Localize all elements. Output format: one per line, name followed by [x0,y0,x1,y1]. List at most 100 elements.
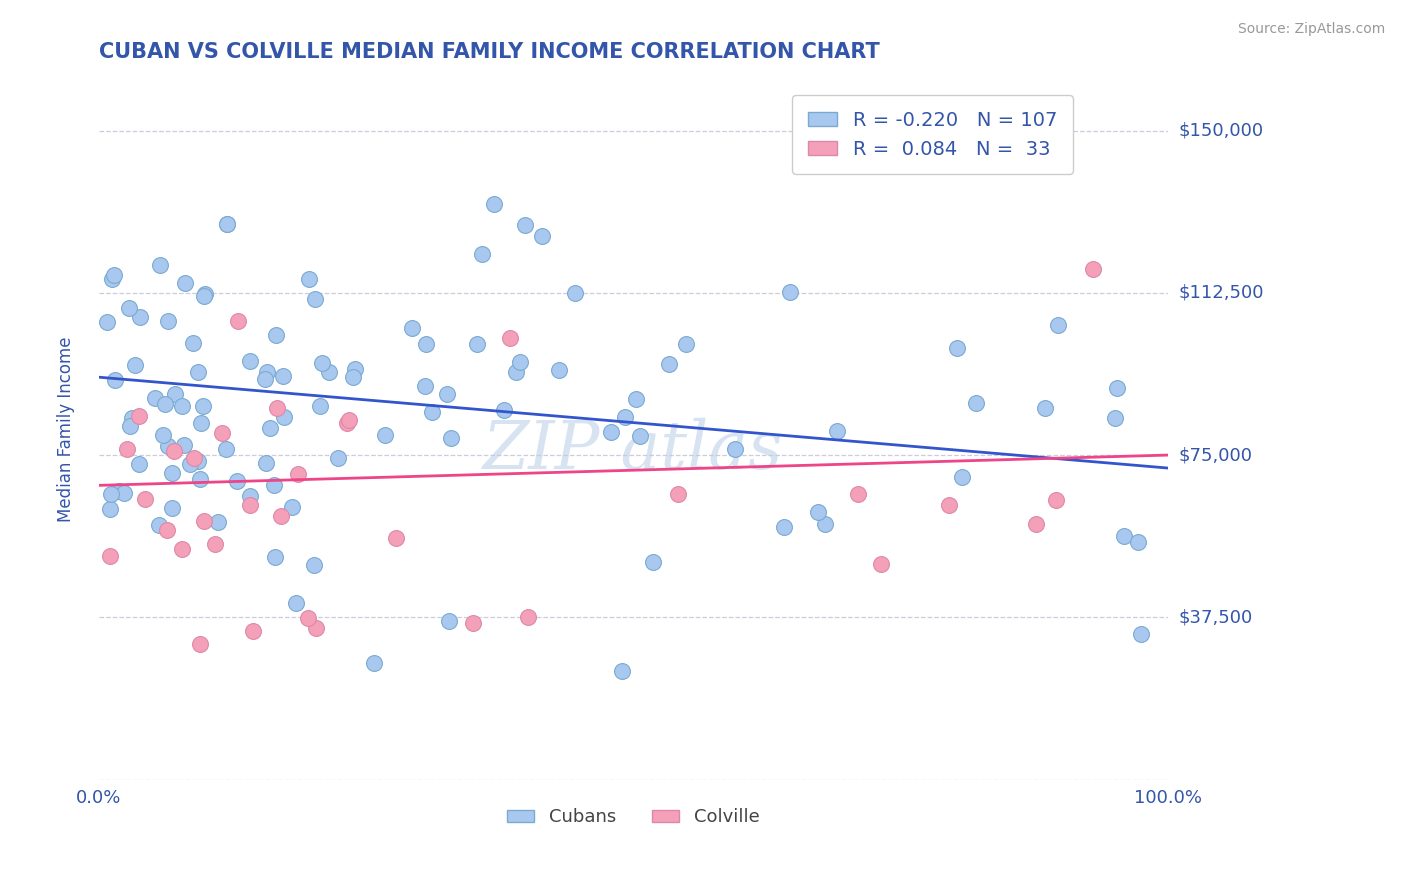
Point [103,268,125,282]
Point [516,610,538,624]
Point [264,549,287,564]
Point [112,486,135,500]
Point [298,271,321,285]
Point [188,637,211,651]
Point [440,432,463,446]
Point [153,397,176,411]
Point [193,289,215,303]
Point [965,396,987,410]
Point [413,379,436,393]
Point [170,399,193,413]
Point [610,665,633,679]
Point [515,219,537,233]
Point [152,428,174,442]
Point [217,217,239,231]
Point [239,354,262,368]
Point [156,439,179,453]
Point [318,365,340,379]
Point [120,418,142,433]
Text: $150,000: $150,000 [1180,121,1264,139]
Point [439,614,461,628]
Point [675,337,697,351]
Point [600,425,623,439]
Point [134,491,156,506]
Point [1025,516,1047,531]
Point [328,451,350,466]
Point [242,624,264,638]
Point [100,487,122,501]
Point [124,358,146,372]
Point [287,467,309,482]
Point [385,531,408,545]
Point [1033,401,1056,416]
Point [463,615,485,630]
Point [165,387,187,401]
Point [239,489,262,503]
Point [98,549,121,564]
Point [626,392,648,406]
Point [284,597,307,611]
Point [401,321,423,335]
Text: ZIP atlas: ZIP atlas [484,417,783,483]
Point [374,428,396,442]
Point [363,656,385,670]
Legend: Cubans, Colville: Cubans, Colville [501,801,766,834]
Point [160,466,183,480]
Point [170,542,193,557]
Point [614,409,637,424]
Point [190,471,212,485]
Point [179,458,201,472]
Point [1128,535,1150,549]
Point [773,519,796,533]
Point [271,368,294,383]
Point [194,287,217,301]
Point [101,272,124,286]
Point [465,337,488,351]
Point [628,429,651,443]
Point [204,537,226,551]
Point [148,518,170,533]
Point [814,516,837,531]
Point [128,409,150,423]
Point [174,276,197,290]
Point [193,514,215,528]
Point [157,313,180,327]
Point [492,402,515,417]
Point [1046,318,1069,332]
Point [304,558,326,572]
Point [160,500,183,515]
Point [1045,493,1067,508]
Point [305,621,328,635]
Point [1081,262,1104,277]
Point [128,457,150,471]
Point [191,399,214,413]
Point [103,373,125,387]
Text: $112,500: $112,500 [1180,284,1264,301]
Text: $75,000: $75,000 [1180,446,1253,464]
Point [215,442,238,456]
Point [436,387,458,401]
Point [342,370,364,384]
Point [263,478,285,492]
Point [420,405,443,419]
Point [336,417,359,431]
Point [1129,626,1152,640]
Text: $37,500: $37,500 [1180,608,1253,626]
Point [666,487,689,501]
Point [226,314,249,328]
Point [163,444,186,458]
Point [564,286,586,301]
Point [270,509,292,524]
Point [217,218,239,232]
Point [946,342,969,356]
Point [1114,528,1136,542]
Point [226,474,249,488]
Point [1105,381,1128,395]
Point [96,315,118,329]
Point [811,150,834,164]
Point [100,501,122,516]
Point [273,410,295,425]
Text: CUBAN VS COLVILLE MEDIAN FAMILY INCOME CORRELATION CHART: CUBAN VS COLVILLE MEDIAN FAMILY INCOME C… [98,42,880,62]
Point [658,358,681,372]
Point [239,498,262,512]
